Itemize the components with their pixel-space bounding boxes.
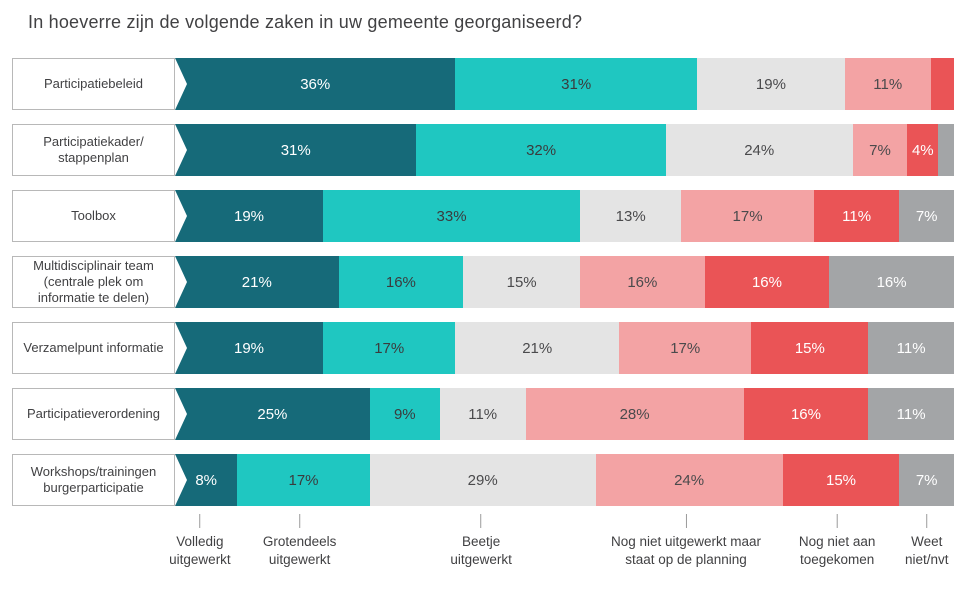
- chart-row: Participatieverordening 25% 9% 11% 28% 16% 11%: [12, 388, 954, 440]
- axis-tick: [299, 514, 301, 528]
- axis-legend-item: Nog niet uitgewerkt maar staat op de pla…: [611, 514, 761, 568]
- bar-segment-nog-niet-uitgewerkt-maar-staat-op-de-planning: 17%: [619, 322, 752, 374]
- bar-segment-grotendeels-uitgewerkt: 31%: [455, 58, 697, 110]
- bar-segment-volledig-uitgewerkt: 36%: [175, 58, 456, 110]
- bar-segment-nog-niet-uitgewerkt-maar-staat-op-de-planning: 7%: [852, 124, 908, 176]
- label-arrow-icon: [175, 58, 187, 110]
- bar-segment-grotendeels-uitgewerkt: 16%: [338, 256, 464, 308]
- axis-tick: [199, 514, 201, 528]
- bar-segment-nog-niet-aan-toegekomen: 4%: [907, 124, 939, 176]
- bar-segment-grotendeels-uitgewerkt: 33%: [323, 190, 581, 242]
- label-arrow-icon: [175, 190, 187, 242]
- stacked-bar: 8% 17% 29% 24% 15% 7%: [175, 454, 954, 506]
- stacked-bar: 21% 16% 15% 16% 16% 16%: [175, 256, 954, 308]
- bar-segment-weet-niet-nvt: 7%: [899, 190, 954, 242]
- category-label: Workshops/trainingen burgerparticipatie: [12, 454, 175, 506]
- bar-segment-weet-niet-nvt: [938, 124, 954, 176]
- chart-row: Participatiebeleid 36% 31% 19% 11%: [12, 58, 954, 110]
- label-arrow-icon: [175, 124, 187, 176]
- bar-segment-grotendeels-uitgewerkt: 17%: [237, 454, 370, 506]
- bar-segment-nog-niet-uitgewerkt-maar-staat-op-de-planning: 28%: [525, 388, 744, 440]
- bar-segment-grotendeels-uitgewerkt: 9%: [369, 388, 440, 440]
- bar-segment-nog-niet-aan-toegekomen: 15%: [751, 322, 869, 374]
- stacked-bar: 19% 33% 13% 17% 11% 7%: [175, 190, 954, 242]
- axis-tick: [926, 514, 928, 528]
- label-arrow-icon: [175, 256, 187, 308]
- axis-label: Beetje uitgewerkt: [450, 534, 512, 567]
- axis-legend-item: Nog niet aan toegekomen: [798, 514, 876, 568]
- label-arrow-icon: [175, 388, 187, 440]
- chart-row: Workshops/trainingen burgerparticipatie 8…: [12, 454, 954, 506]
- chart-rows: Participatiebeleid 36% 31% 19% 11% Participat…: [12, 58, 954, 520]
- category-label: Participatieverordening: [12, 388, 175, 440]
- category-label: Toolbox: [12, 190, 175, 242]
- bar-segment-nog-niet-uitgewerkt-maar-staat-op-de-planning: 11%: [844, 58, 931, 110]
- axis-legend-item: Grotendeels uitgewerkt: [262, 514, 337, 568]
- axis-tick: [836, 514, 838, 528]
- label-arrow-icon: [175, 454, 187, 506]
- axis-label: Weet niet/nvt: [904, 534, 949, 567]
- bar-segment-beetje-uitgewerkt: 21%: [455, 322, 619, 374]
- bar-segment-nog-niet-uitgewerkt-maar-staat-op-de-planning: 16%: [580, 256, 705, 308]
- axis-label: Nog niet aan toegekomen: [798, 534, 876, 567]
- bar-segment-nog-niet-aan-toegekomen: 16%: [704, 256, 830, 308]
- chart-row: Verzamelpunt informatie 19% 17% 21% 17% 15% 11…: [12, 322, 954, 374]
- label-arrow-icon: [175, 322, 187, 374]
- bar-segment-beetje-uitgewerkt: 11%: [439, 388, 526, 440]
- chart-row: Participatiekader/ stappenplan 31% 32% 24% 7…: [12, 124, 954, 176]
- category-label: Multidisciplinair team (centrale plek om…: [12, 256, 175, 308]
- bar-segment-volledig-uitgewerkt: 21%: [175, 256, 339, 308]
- category-label: Verzamelpunt informatie: [12, 322, 175, 374]
- bar-segment-weet-niet-nvt: 11%: [868, 322, 954, 374]
- axis-legend-item: Volledig uitgewerkt: [169, 514, 231, 568]
- axis-label: Grotendeels uitgewerkt: [262, 534, 337, 567]
- stacked-bar: 31% 32% 24% 7% 4%: [175, 124, 954, 176]
- bar-segment-weet-niet-nvt: 7%: [899, 454, 954, 506]
- stacked-bar: 25% 9% 11% 28% 16% 11%: [175, 388, 954, 440]
- bar-segment-nog-niet-aan-toegekomen: 15%: [782, 454, 900, 506]
- chart-row: Multidisciplinair team (centrale plek om…: [12, 256, 954, 308]
- chart-title: In hoeverre zijn de volgende zaken in uw…: [28, 12, 583, 32]
- bar-segment-beetje-uitgewerkt: 19%: [696, 58, 845, 110]
- bar-segment-grotendeels-uitgewerkt: 32%: [416, 124, 666, 176]
- bar-segment-volledig-uitgewerkt: 31%: [175, 124, 417, 176]
- chart-row: Toolbox 19% 33% 13% 17% 11% 7%: [12, 190, 954, 242]
- bar-segment-weet-niet-nvt: 11%: [868, 388, 954, 440]
- bar-segment-volledig-uitgewerkt: 19%: [175, 322, 323, 374]
- axis-legend-item: Weet niet/nvt: [905, 514, 949, 568]
- axis-tick: [480, 514, 482, 528]
- bar-segment-nog-niet-aan-toegekomen: [930, 58, 954, 110]
- axis-tick: [685, 514, 687, 528]
- category-label: Participatiebeleid: [12, 58, 175, 110]
- bar-segment-grotendeels-uitgewerkt: 17%: [323, 322, 456, 374]
- stacked-bar: 19% 17% 21% 17% 15% 11%: [175, 322, 954, 374]
- bar-segment-volledig-uitgewerkt: 25%: [175, 388, 370, 440]
- bar-segment-nog-niet-uitgewerkt-maar-staat-op-de-planning: 24%: [595, 454, 783, 506]
- bar-segment-weet-niet-nvt: 16%: [829, 256, 954, 308]
- bar-segment-beetje-uitgewerkt: 13%: [580, 190, 682, 242]
- bar-segment-nog-niet-aan-toegekomen: 16%: [743, 388, 869, 440]
- bar-segment-beetje-uitgewerkt: 24%: [665, 124, 853, 176]
- axis-legend-item: Beetje uitgewerkt: [450, 514, 512, 568]
- bar-segment-nog-niet-aan-toegekomen: 11%: [813, 190, 900, 242]
- bar-segment-beetje-uitgewerkt: 15%: [463, 256, 581, 308]
- x-axis-legend: Volledig uitgewerkt Grotendeels uitgewerk…: [169, 514, 954, 594]
- axis-label: Nog niet uitgewerkt maar staat op de pla…: [610, 534, 762, 567]
- bar-segment-nog-niet-uitgewerkt-maar-staat-op-de-planning: 17%: [681, 190, 814, 242]
- category-label: Participatiekader/ stappenplan: [12, 124, 175, 176]
- stacked-bar: 36% 31% 19% 11%: [175, 58, 954, 110]
- bar-segment-volledig-uitgewerkt: 19%: [175, 190, 323, 242]
- axis-label: Volledig uitgewerkt: [169, 534, 231, 567]
- bar-segment-beetje-uitgewerkt: 29%: [369, 454, 596, 506]
